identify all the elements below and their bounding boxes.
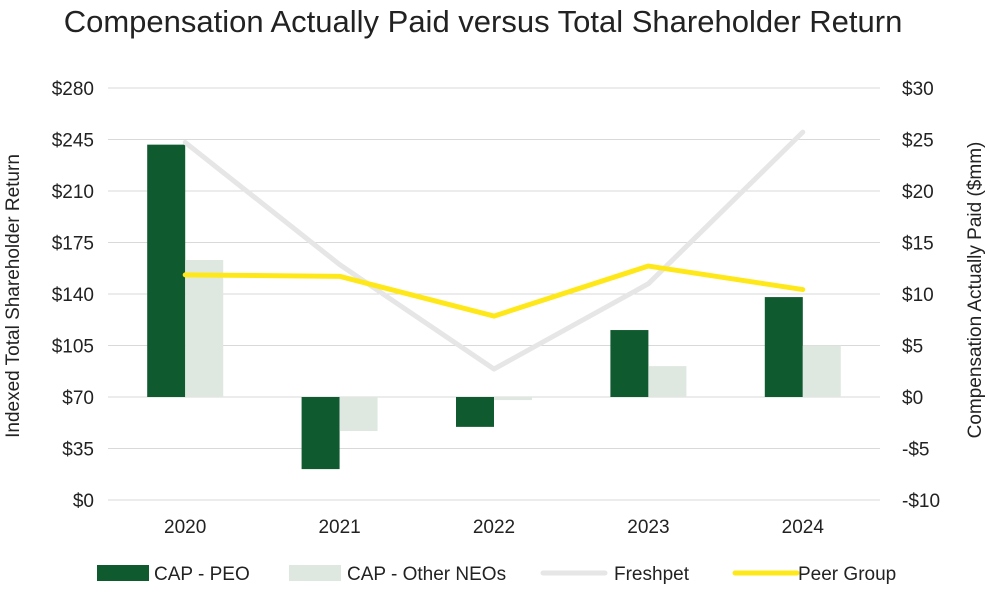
bar-cap-peo [301,397,340,470]
legend-swatch-cap-other-neos [289,565,341,581]
bar-cap-other-neos [185,260,224,397]
right-tick-label: -$10 [902,491,940,512]
bar-cap-peo [456,397,494,427]
line-freshpet [182,129,806,372]
right-tick-label: $20 [902,182,934,203]
right-tick-label: $0 [902,388,923,409]
right-axis-ticks: -$10 -$5 $0 $5 $10 $15 $20 $25 $30 [902,79,940,512]
bars [147,144,841,470]
right-tick-label: $25 [902,131,934,152]
right-tick-label: $5 [902,337,923,358]
left-axis-ticks: $0 $35 $70 $105 $140 $175 $210 $245 $280 [52,79,94,512]
left-tick-label: $35 [62,440,94,461]
x-tick-label: 2024 [782,517,825,538]
left-axis-title: Indexed Total Shareholder Return [3,154,24,438]
legend-label-cap-other-neos: CAP - Other NEOs [347,564,506,585]
bar-cap-other-neos [802,345,841,397]
left-tick-label: $70 [62,388,94,409]
legend-label-cap-peo: CAP - PEO [154,564,250,585]
legend-label-freshpet: Freshpet [614,564,690,585]
right-tick-label: $10 [902,285,934,306]
left-tick-label: $245 [52,131,94,152]
lines [182,129,806,372]
left-tick-label: $105 [52,337,94,358]
x-tick-label: 2021 [318,517,360,538]
right-tick-label: -$5 [902,440,929,461]
x-tick-label: 2020 [164,517,206,538]
legend-swatch-cap-peo [97,565,149,581]
right-tick-label: $15 [902,234,934,255]
legend: CAP - PEO CAP - Other NEOs Freshpet Peer Gr… [97,564,896,585]
bar-cap-peo [147,144,186,397]
left-tick-label: $140 [52,285,94,306]
gridlines [108,87,880,501]
bar-cap-peo [764,297,803,397]
right-axis-title: Compensation Actually Paid ($mm) [965,142,986,439]
bar-cap-other-neos [339,397,378,431]
x-tick-label: 2023 [627,517,669,538]
left-tick-label: $0 [73,491,94,512]
bar-cap-other-neos [494,397,532,401]
legend-label-peer-group: Peer Group [798,564,896,585]
bar-cap-other-neos [648,366,687,397]
right-tick-label: $30 [902,79,934,100]
bar-cap-peo [610,330,649,397]
x-tick-label: 2022 [473,517,515,538]
left-tick-label: $175 [52,234,94,255]
left-tick-label: $210 [52,182,94,203]
x-axis-ticks: 2020 2021 2022 2023 2024 [164,517,824,538]
left-tick-label: $280 [52,79,94,100]
chart-title: Compensation Actually Paid versus Total … [64,4,903,39]
line-peer-group [182,263,806,319]
